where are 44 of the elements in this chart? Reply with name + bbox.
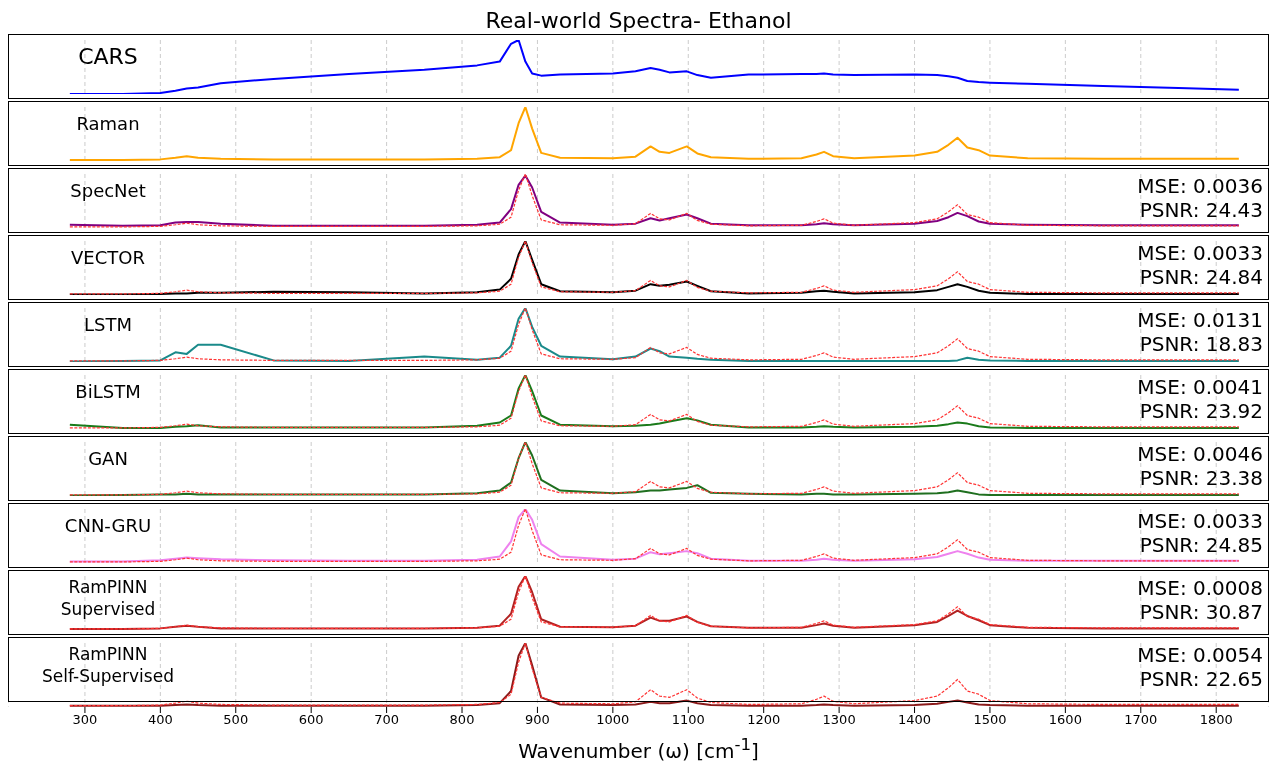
annotation: MSE: 0.0036 (1137, 174, 1263, 198)
annotation: MSE: 0.0041 (1137, 375, 1263, 399)
x-tick-label: 400 (147, 712, 173, 728)
annotation: GAN (88, 447, 128, 471)
annotation: BiLSTM (75, 380, 141, 404)
x-tick-label: 1100 (671, 712, 705, 728)
x-tick-label: 1500 (973, 712, 1007, 728)
annotation: PSNR: 22.65 (1139, 667, 1263, 691)
annotation: MSE: 0.0008 (1137, 576, 1263, 600)
annotation: CNN-GRU (64, 514, 152, 538)
annotation: PSNR: 24.43 (1139, 198, 1263, 222)
x-tick-label: 1400 (897, 712, 932, 728)
annotation: RamPINN Supervised (60, 576, 156, 620)
annotation: MSE: 0.0131 (1137, 308, 1263, 332)
annotation: PSNR: 23.38 (1139, 466, 1263, 490)
x-tick-label: 1600 (1048, 712, 1082, 728)
annotation: PSNR: 23.92 (1139, 399, 1263, 423)
annotation: PSNR: 30.87 (1139, 600, 1263, 624)
x-tick-label: 1200 (747, 712, 781, 728)
annotation: SpecNet (70, 179, 146, 203)
annotation: MSE: 0.0046 (1137, 442, 1263, 466)
annotation: MSE: 0.0033 (1137, 509, 1263, 533)
x-tick-label: 900 (525, 712, 550, 728)
annotation: MSE: 0.0054 (1137, 643, 1263, 667)
x-axis-title: Wavenumber (ω) [cm$^{-1}$] (517, 735, 760, 763)
x-tick-label: 600 (298, 712, 324, 728)
x-tick-label: 1700 (1124, 712, 1158, 728)
annotation: PSNR: 24.85 (1139, 533, 1263, 557)
x-tick-label: 800 (449, 712, 475, 728)
annotation: MSE: 0.0033 (1137, 241, 1263, 265)
x-tick-label: 1000 (596, 712, 630, 728)
annotation: LSTM (84, 313, 132, 337)
x-tick-label: 1300 (822, 712, 856, 728)
annotation: Raman (76, 112, 140, 136)
annotation: CARS (78, 43, 138, 71)
annotation: VECTOR (71, 246, 145, 270)
x-tick-label: 500 (223, 712, 249, 728)
annotation: RamPINN Self-Supervised (42, 643, 174, 687)
x-tick-label: 300 (72, 712, 98, 728)
chart-title: Real-world Spectra- Ethanol (484, 8, 793, 34)
annotation: PSNR: 24.84 (1139, 265, 1263, 289)
x-tick-label: 700 (374, 712, 400, 728)
annotation: PSNR: 18.83 (1139, 332, 1263, 356)
x-tick-label: 1800 (1199, 712, 1233, 728)
